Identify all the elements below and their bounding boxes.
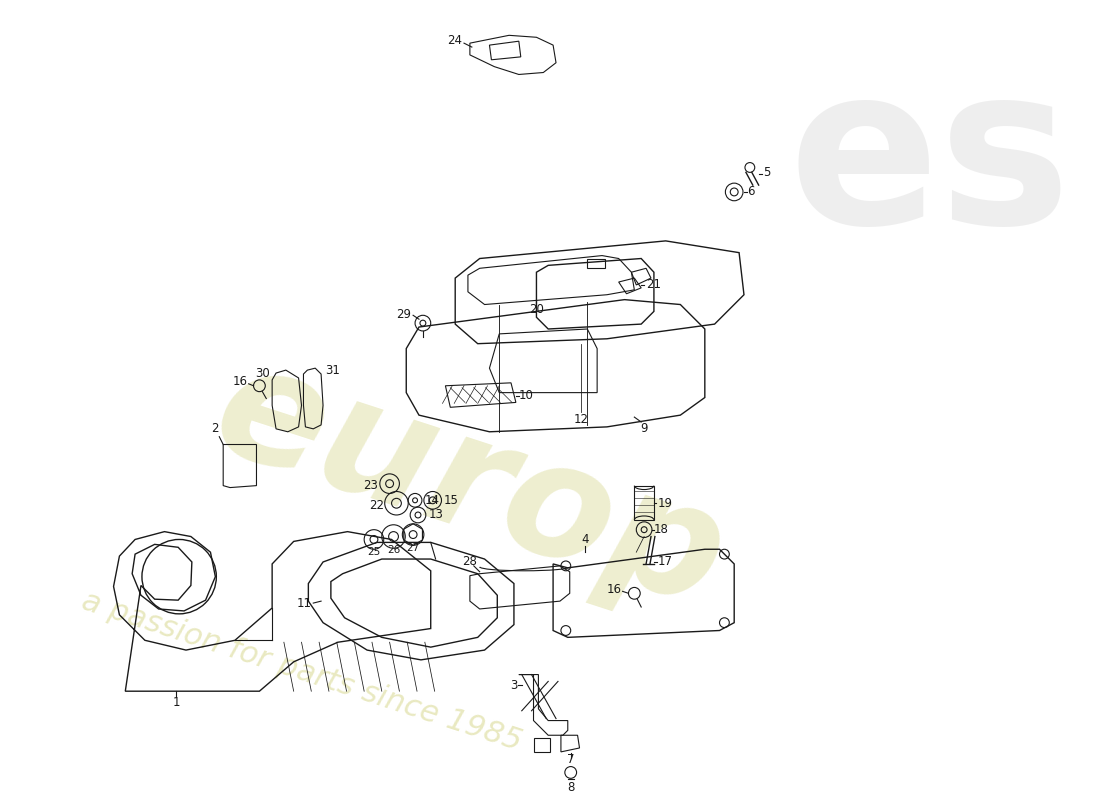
Text: 9: 9 xyxy=(640,422,648,435)
Text: 12: 12 xyxy=(574,413,589,426)
Text: 17: 17 xyxy=(658,555,673,569)
Text: 30: 30 xyxy=(255,366,271,379)
Text: 4: 4 xyxy=(582,533,590,546)
Text: 2: 2 xyxy=(211,422,219,435)
Text: 7: 7 xyxy=(566,754,574,766)
Text: 11: 11 xyxy=(296,597,311,610)
Text: 21: 21 xyxy=(646,278,661,291)
Text: 25: 25 xyxy=(367,547,381,557)
Text: 26: 26 xyxy=(387,546,400,555)
Text: 31: 31 xyxy=(324,364,340,377)
Text: a passion for parts since 1985: a passion for parts since 1985 xyxy=(78,586,526,757)
Text: 1: 1 xyxy=(173,697,180,710)
Text: 20: 20 xyxy=(529,303,543,316)
Text: 27: 27 xyxy=(407,543,420,554)
Text: 6: 6 xyxy=(747,186,755,198)
Text: 19: 19 xyxy=(658,497,673,510)
Text: europ: europ xyxy=(196,330,742,641)
Text: 5: 5 xyxy=(763,166,771,179)
Text: 8: 8 xyxy=(566,781,574,794)
Text: 10: 10 xyxy=(519,389,534,402)
Text: 14: 14 xyxy=(425,494,440,507)
Text: 16: 16 xyxy=(233,375,248,388)
Text: 15: 15 xyxy=(443,494,459,507)
Text: 23: 23 xyxy=(363,479,378,492)
Text: 13: 13 xyxy=(429,509,443,522)
Text: 29: 29 xyxy=(396,308,411,321)
Text: es: es xyxy=(789,55,1071,270)
Text: 3: 3 xyxy=(510,679,518,692)
Text: 18: 18 xyxy=(653,523,669,536)
Text: 16: 16 xyxy=(606,583,621,596)
Text: 28: 28 xyxy=(462,555,477,569)
Text: 22: 22 xyxy=(368,498,384,512)
Text: 24: 24 xyxy=(447,34,462,46)
